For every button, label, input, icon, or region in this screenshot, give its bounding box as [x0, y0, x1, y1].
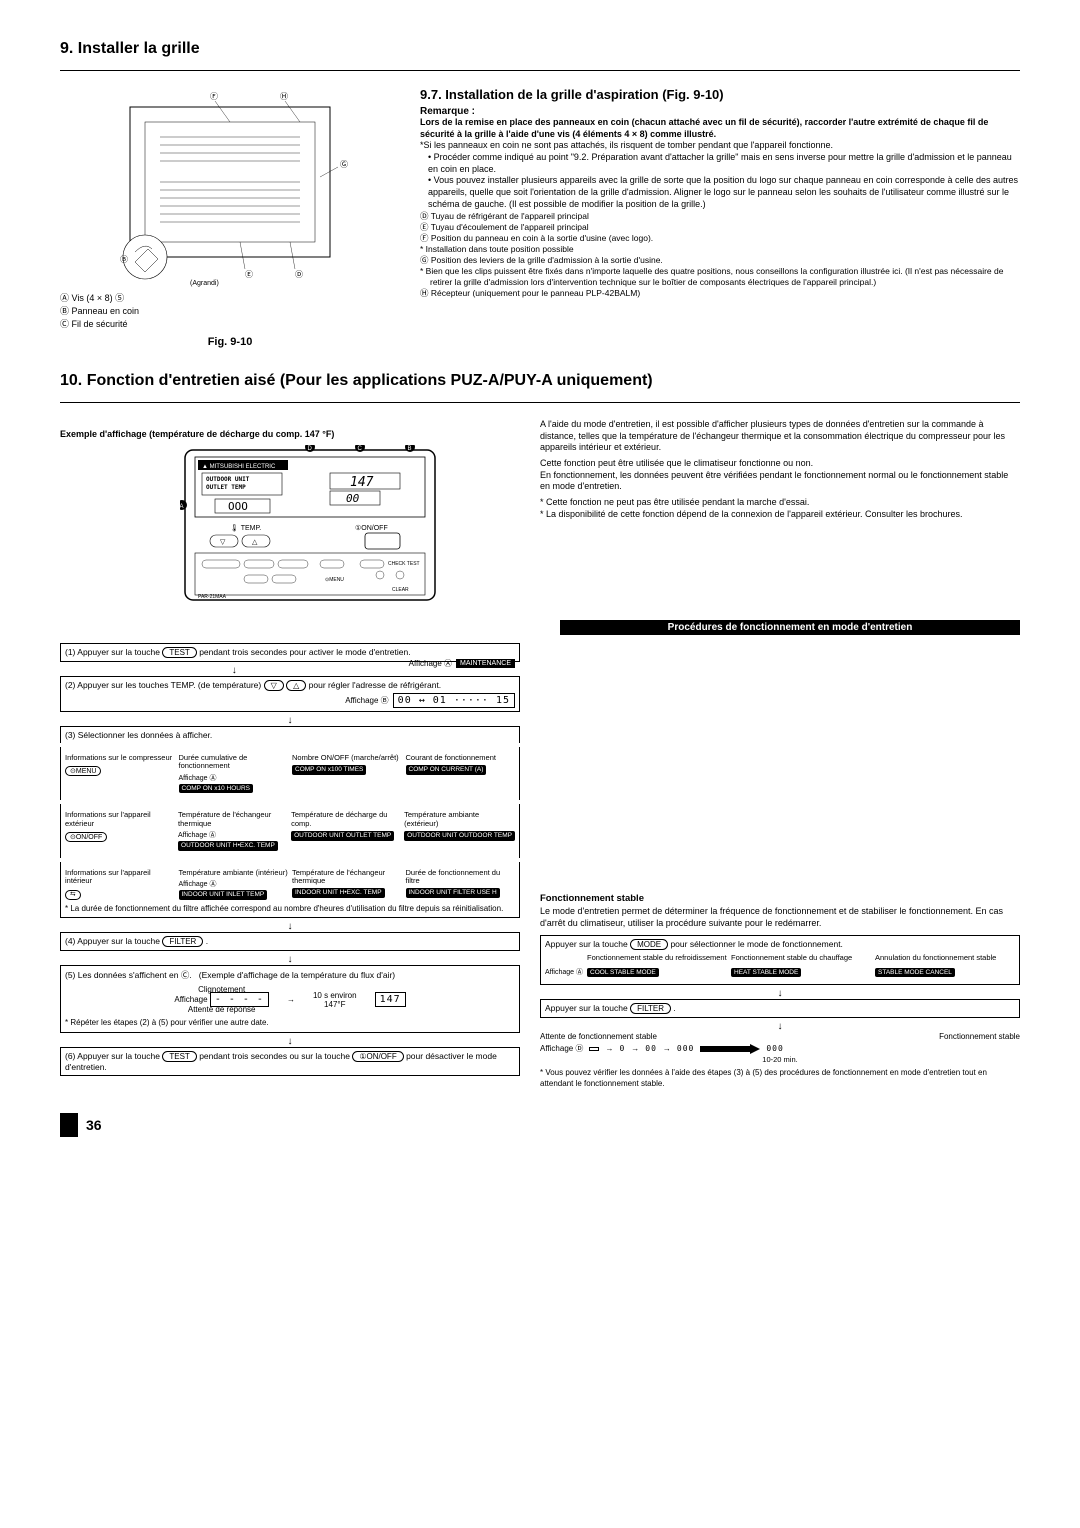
s10-p1: A l'aide du mode d'entretien, il est pos… [540, 419, 1020, 454]
s10-p3: En fonctionnement, les données peuvent ê… [540, 470, 1020, 493]
svg-text:Ⓖ: Ⓖ [340, 160, 348, 169]
svg-text:CHECK TEST: CHECK TEST [388, 561, 420, 567]
divider [60, 70, 1020, 71]
remark-bold: Lors de la remise en place des panneaux … [420, 117, 1020, 140]
svg-text:▽: ▽ [220, 539, 226, 546]
stable-step2: Appuyer sur la touche FILTER . [540, 999, 1020, 1018]
svg-text:Ⓗ: Ⓗ [280, 92, 288, 101]
note-e: Ⓔ Tuyau d'écoulement de l'appareil princ… [420, 222, 1020, 233]
remark-p1: *Si les panneaux en coin ne sont pas att… [420, 140, 1020, 152]
fig-legend-c: Ⓒ Fil de sécurité [60, 317, 400, 330]
remark-li2: Vous pouvez installer plusieurs appareil… [428, 175, 1020, 210]
indoor-info: Informations sur l'appareil intérieur ⮀ … [60, 862, 520, 919]
svg-text:🌡 TEMP.: 🌡 TEMP. [230, 524, 261, 532]
svg-text:Ⓓ: Ⓓ [295, 270, 303, 279]
svg-text:Ⓕ: Ⓕ [210, 92, 218, 101]
stable-title: Fonctionnement stable [540, 893, 1020, 904]
step-5: (5) Les données s'affichent en Ⓒ. (Exemp… [60, 965, 520, 1032]
fig-9-10: Ⓕ Ⓗ Ⓖ Ⓑ Ⓔ Ⓓ (Agrandi) Ⓐ Vis (4 × 8) ⑤ Ⓑ … [60, 87, 400, 348]
svg-text:PAR-21MAA: PAR-21MAA [198, 594, 227, 600]
remark-label: Remarque : [420, 106, 1020, 117]
step-4: (4) Appuyer sur la touche FILTER . [60, 932, 520, 951]
stable-p: Le mode d'entretien permet de déterminer… [540, 906, 1020, 929]
svg-text:Ⓑ: Ⓑ [120, 255, 128, 264]
section97-title: 9.7. Installation de la grille d'aspirat… [420, 87, 1020, 102]
section10-title: 10. Fonction d'entretien aisé (Pour les … [60, 372, 1020, 390]
svg-text:D: D [308, 446, 313, 452]
s10-p2: Cette fonction peut être utilisée que le… [540, 458, 1020, 470]
svg-text:△: △ [252, 539, 258, 546]
page-footer: 36 [60, 1113, 1020, 1137]
svg-text:A: A [180, 504, 184, 510]
note-d: Ⓓ Tuyau de réfrigérant de l'appareil pri… [420, 211, 1020, 222]
note-g: Ⓖ Position des leviers de la grille d'ad… [420, 255, 1020, 266]
stable-step1: Appuyer sur la touche MODE pour sélectio… [540, 935, 1020, 985]
remote-controller: ▲ MITSUBISHI ELECTRIC OUTDOOR UNIT OUTLE… [180, 445, 440, 608]
outdoor-info: Informations sur l'appareil extérieur ⊙O… [60, 804, 520, 857]
svg-text:⊙MENU: ⊙MENU [325, 577, 344, 583]
step-1: (1) Appuyer sur la touche TEST pendant t… [60, 643, 520, 662]
note-f: Ⓕ Position du panneau en coin à la sorti… [420, 233, 1020, 244]
svg-text:B: B [408, 446, 412, 452]
divider2 [60, 402, 1020, 403]
svg-text:OUTDOOR UNIT: OUTDOOR UNIT [206, 476, 250, 483]
remark-li1: Procéder comme indiqué au point "9.2. Pr… [428, 152, 1020, 175]
note-star1: * Installation dans toute position possi… [420, 244, 1020, 255]
svg-text:①ON/OFF: ①ON/OFF [355, 524, 388, 532]
section9-title: 9. Installer la grille [60, 40, 1020, 58]
procedures-header: Procédures de fonctionnement en mode d'e… [560, 620, 1020, 635]
fig-legend-b: Ⓑ Panneau en coin [60, 304, 400, 317]
svg-text:(Agrandi): (Agrandi) [190, 280, 219, 287]
example-title: Exemple d'affichage (température de déch… [60, 429, 520, 439]
svg-text:Ⓔ: Ⓔ [245, 270, 253, 279]
svg-text:CLEAR: CLEAR [392, 587, 409, 593]
svg-text:OOO: OOO [228, 500, 248, 513]
step-6: (6) Appuyer sur la touche TEST pendant t… [60, 1047, 520, 1076]
svg-text:C: C [358, 446, 363, 452]
test-button: TEST [162, 647, 196, 658]
note-star2: * Bien que les clips puissent être fixés… [420, 266, 1020, 288]
page-marker [60, 1113, 78, 1137]
fig-legend-a: Ⓐ Vis (4 × 8) ⑤ [60, 291, 400, 304]
page-number: 36 [86, 1117, 102, 1133]
svg-text:OUTLET TEMP: OUTLET TEMP [206, 484, 246, 491]
svg-text:00: 00 [346, 492, 360, 505]
fig-caption: Fig. 9-10 [60, 336, 400, 348]
step-2: (2) Appuyer sur les touches TEMP. (de te… [60, 676, 520, 712]
svg-text:147: 147 [350, 475, 374, 490]
compressor-info: Informations sur le compresseur ⊙MENU Du… [60, 747, 520, 800]
s10-s2: * La disponibilité de cette fonction dép… [540, 509, 1020, 521]
svg-text:▲ MITSUBISHI ELECTRIC: ▲ MITSUBISHI ELECTRIC [202, 464, 276, 470]
step-3: (3) Sélectionner les données à afficher. [60, 726, 520, 743]
note-h: Ⓗ Récepteur (uniquement pour le panneau … [420, 288, 1020, 299]
s10-s1: * Cette fonction ne peut pas être utilis… [540, 497, 1020, 509]
stable-time: 10-20 min. [540, 1055, 1020, 1064]
stable-seq: Affichage Ⓓ → 0 → 00 → 000 000 [540, 1043, 1020, 1054]
stable-note: * Vous pouvez vérifier les données à l'a… [540, 1068, 1020, 1089]
stable-wait-row: Attente de fonctionnement stable Fonctio… [540, 1032, 1020, 1041]
